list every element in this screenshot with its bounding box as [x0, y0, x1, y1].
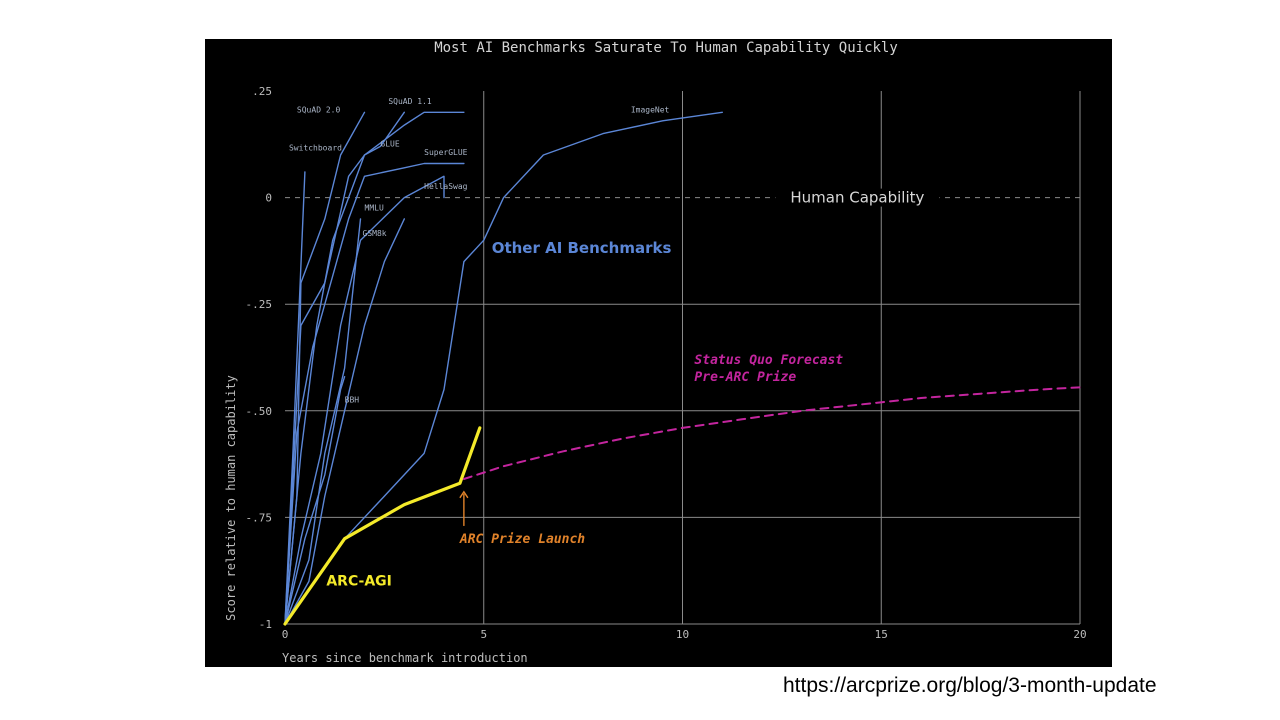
series-line-squad-1-1	[284, 111, 465, 625]
series-line-glue	[284, 111, 405, 625]
chart-panel	[205, 39, 1112, 667]
chart-title: Most AI Benchmarks Saturate To Human Cap…	[434, 40, 898, 56]
series-label-hellaswag: HellaSwag	[424, 182, 468, 191]
annotation-forecast-1: Status Quo Forecast	[694, 353, 843, 368]
x-tick-label: 20	[1073, 628, 1086, 641]
series-line-superglue	[284, 162, 465, 625]
series-label-bbh: BBH	[345, 395, 360, 404]
series-line-imagenet	[343, 111, 723, 540]
y-axis-label: Score relative to human capability	[224, 375, 238, 621]
annotation-forecast-2: Pre-ARC Prize	[694, 370, 796, 385]
series-line-gsm8k	[284, 218, 362, 625]
y-tick-label: 0	[265, 192, 272, 205]
series-label-squad-2-0: SQuAD 2.0	[297, 105, 341, 114]
series-line-status-quo-forecast-pre-arc-prize	[462, 386, 1081, 480]
x-axis-label: Years since benchmark introduction	[282, 651, 528, 665]
series-line-bbh	[284, 376, 346, 625]
series-line-hellaswag	[284, 175, 445, 625]
y-tick-label: .25	[252, 85, 272, 98]
arc-launch-arrow-head	[459, 490, 469, 499]
x-tick-label: 0	[282, 628, 289, 641]
series-label-glue: GLUE	[380, 139, 399, 148]
series-line-switchboard	[284, 171, 306, 625]
axis-ticks: .25 0 -.25 -.50 -.75 -1 0 5 10 15 20	[246, 85, 1087, 641]
annotations: Other AI Benchmarks Status Quo Forecast Pr…	[459, 239, 843, 547]
human-capability-label: Human Capability	[790, 189, 924, 207]
series-label-imagenet: ImageNet	[631, 105, 670, 114]
y-tick-label: -.50	[246, 405, 273, 418]
y-tick-label: -1	[259, 618, 272, 631]
series: SQuAD 2.0 SQuAD 1.1 Switchboard GLUE SuperGL…	[283, 97, 1081, 626]
series-line-arc-agi	[283, 426, 482, 626]
y-tick-label: -.75	[246, 511, 273, 524]
grid	[285, 91, 1081, 625]
source-url: https://arcprize.org/blog/3-month-update	[783, 674, 1157, 697]
x-tick-label: 10	[676, 628, 689, 641]
x-tick-label: 5	[480, 628, 487, 641]
series-label-switchboard: Switchboard	[289, 144, 342, 153]
y-tick-label: -.25	[246, 298, 273, 311]
annotation-other: Other AI Benchmarks	[492, 239, 672, 257]
annotation-arc-launch: ARC Prize Launch	[459, 532, 585, 547]
series-line-mmlu	[284, 218, 405, 625]
series-label-mmlu: MMLU	[365, 203, 384, 212]
series-label-gsm8k: GSM8k	[363, 229, 387, 238]
x-tick-label: 15	[875, 628, 888, 641]
series-label-arc-agi: ARC-AGI	[326, 574, 392, 590]
series-label-squad-1-1: SQuAD 1.1	[388, 97, 432, 106]
series-label-superglue: SuperGLUE	[424, 148, 468, 157]
human-capability-label-bg	[775, 188, 940, 207]
